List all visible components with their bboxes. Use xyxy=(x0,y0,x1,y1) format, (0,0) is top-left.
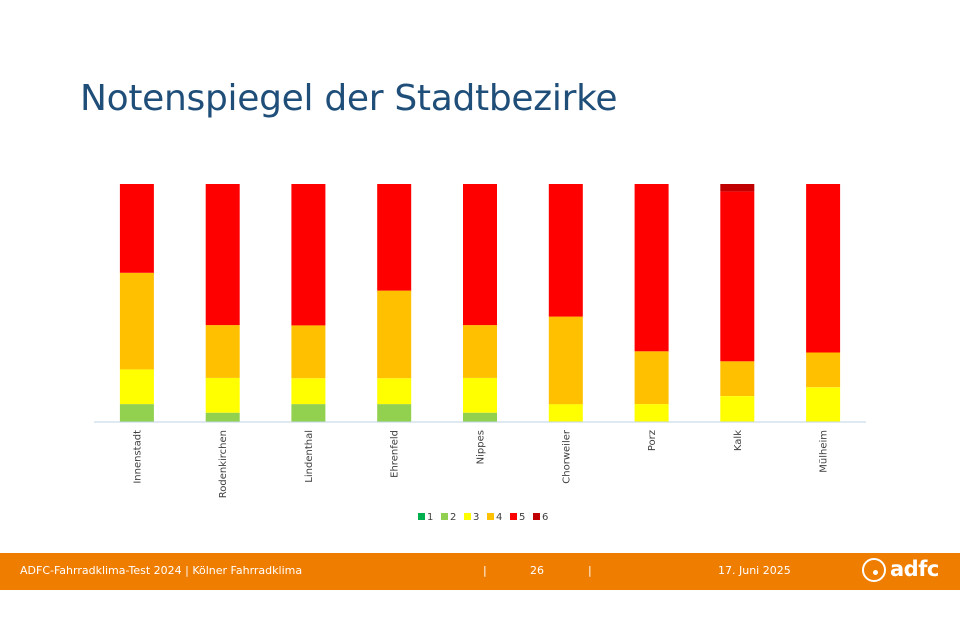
bar-segment-chorweiler-grade-4 xyxy=(548,316,583,405)
x-tick-label: Nippes xyxy=(476,430,487,464)
bar-segment-lindenthal-grade-4 xyxy=(291,325,326,379)
bar-segment-nippes-grade-4 xyxy=(463,325,497,378)
bar-segment-mülheim-grade-4 xyxy=(806,352,841,388)
bar-segment-porz-grade-4 xyxy=(634,351,669,405)
bar-segment-chorweiler-grade-5 xyxy=(548,184,583,317)
legend-swatch-2 xyxy=(441,513,448,520)
bar-segment-kalk-grade-4 xyxy=(720,361,755,396)
bar-segment-nippes-grade-3 xyxy=(463,378,497,413)
bar-segment-innenstadt-grade-5 xyxy=(119,184,154,273)
legend-label-2: 2 xyxy=(450,512,456,523)
bar-segment-ehrenfeld-grade-4 xyxy=(377,290,412,379)
x-tick-label: Lindenthal xyxy=(304,430,315,483)
adfc-logo-text: adfc xyxy=(890,557,939,581)
legend-label-3: 3 xyxy=(473,512,479,523)
bar-segment-rodenkirchen-grade-5 xyxy=(205,184,240,326)
legend-label-6: 6 xyxy=(542,512,548,523)
bar-segment-kalk-grade-6 xyxy=(720,184,755,192)
bar-segment-nippes-grade-5 xyxy=(463,184,497,326)
footer-separator: | xyxy=(483,564,487,577)
bar-segment-nippes-grade-2 xyxy=(463,412,497,422)
legend-swatch-4 xyxy=(487,513,494,520)
stacked-bar-chart: Innenstadt Rodenkirchen Lindenthal Ehrenfel… xyxy=(94,184,866,523)
x-tick-label: Chorweiler xyxy=(561,429,572,484)
bar-segment-lindenthal-grade-3 xyxy=(291,378,326,405)
bar-segment-kalk-grade-5 xyxy=(720,191,755,362)
bar-segment-ehrenfeld-grade-2 xyxy=(377,404,412,422)
x-tick-labels: Innenstadt Rodenkirchen Lindenthal Ehrenfel… xyxy=(132,429,829,498)
bar-segment-lindenthal-grade-5 xyxy=(291,184,326,326)
footer-date: 17. Juni 2025 xyxy=(718,564,791,577)
bar-segment-ehrenfeld-grade-3 xyxy=(377,378,412,405)
adfc-logo-circle-icon xyxy=(862,558,886,582)
legend-swatch-1 xyxy=(418,513,425,520)
bar-segment-porz-grade-3 xyxy=(634,404,669,422)
legend-label-4: 4 xyxy=(496,512,502,523)
legend-swatch-3 xyxy=(464,513,471,520)
legend-swatch-6 xyxy=(533,513,540,520)
x-tick-label: Porz xyxy=(647,430,658,451)
footer-page-number: 26 xyxy=(530,564,544,577)
legend-label-1: 1 xyxy=(427,512,433,523)
bar-segment-lindenthal-grade-2 xyxy=(291,404,326,422)
x-tick-label: Rodenkirchen xyxy=(218,430,229,498)
bar-segment-mülheim-grade-5 xyxy=(806,184,841,353)
x-tick-label: Ehrenfeld xyxy=(390,430,401,478)
footer-bar: ADFC-Fahrradklima-Test 2024 | Kölner Fah… xyxy=(0,553,960,590)
bar-segment-chorweiler-grade-3 xyxy=(548,404,583,422)
x-tick-label: Innenstadt xyxy=(132,430,143,484)
slide-title: Notenspiegel der Stadtbezirke xyxy=(80,78,618,119)
x-tick-label: Mülheim xyxy=(819,430,830,473)
bar-segment-rodenkirchen-grade-4 xyxy=(205,325,240,378)
chart-legend: 1 2 3 4 5 6 xyxy=(418,512,548,523)
bar-segment-innenstadt-grade-2 xyxy=(119,404,154,422)
footer-presentation-title: ADFC-Fahrradklima-Test 2024 | Kölner Fah… xyxy=(20,564,303,577)
legend-label-5: 5 xyxy=(519,512,525,523)
footer-separator: | xyxy=(588,564,592,577)
bar-segment-kalk-grade-3 xyxy=(720,396,755,422)
bar-segment-innenstadt-grade-3 xyxy=(119,369,154,405)
bar-segment-porz-grade-5 xyxy=(634,184,669,352)
bar-segment-innenstadt-grade-4 xyxy=(119,272,154,370)
bar-segment-ehrenfeld-grade-5 xyxy=(377,184,412,291)
legend-swatch-5 xyxy=(510,513,517,520)
bar-segment-mülheim-grade-3 xyxy=(806,387,841,422)
bar-segment-rodenkirchen-grade-3 xyxy=(205,378,240,413)
x-tick-label: Kalk xyxy=(733,430,744,451)
bar-segment-rodenkirchen-grade-2 xyxy=(205,412,240,422)
bars-layer xyxy=(119,184,841,422)
